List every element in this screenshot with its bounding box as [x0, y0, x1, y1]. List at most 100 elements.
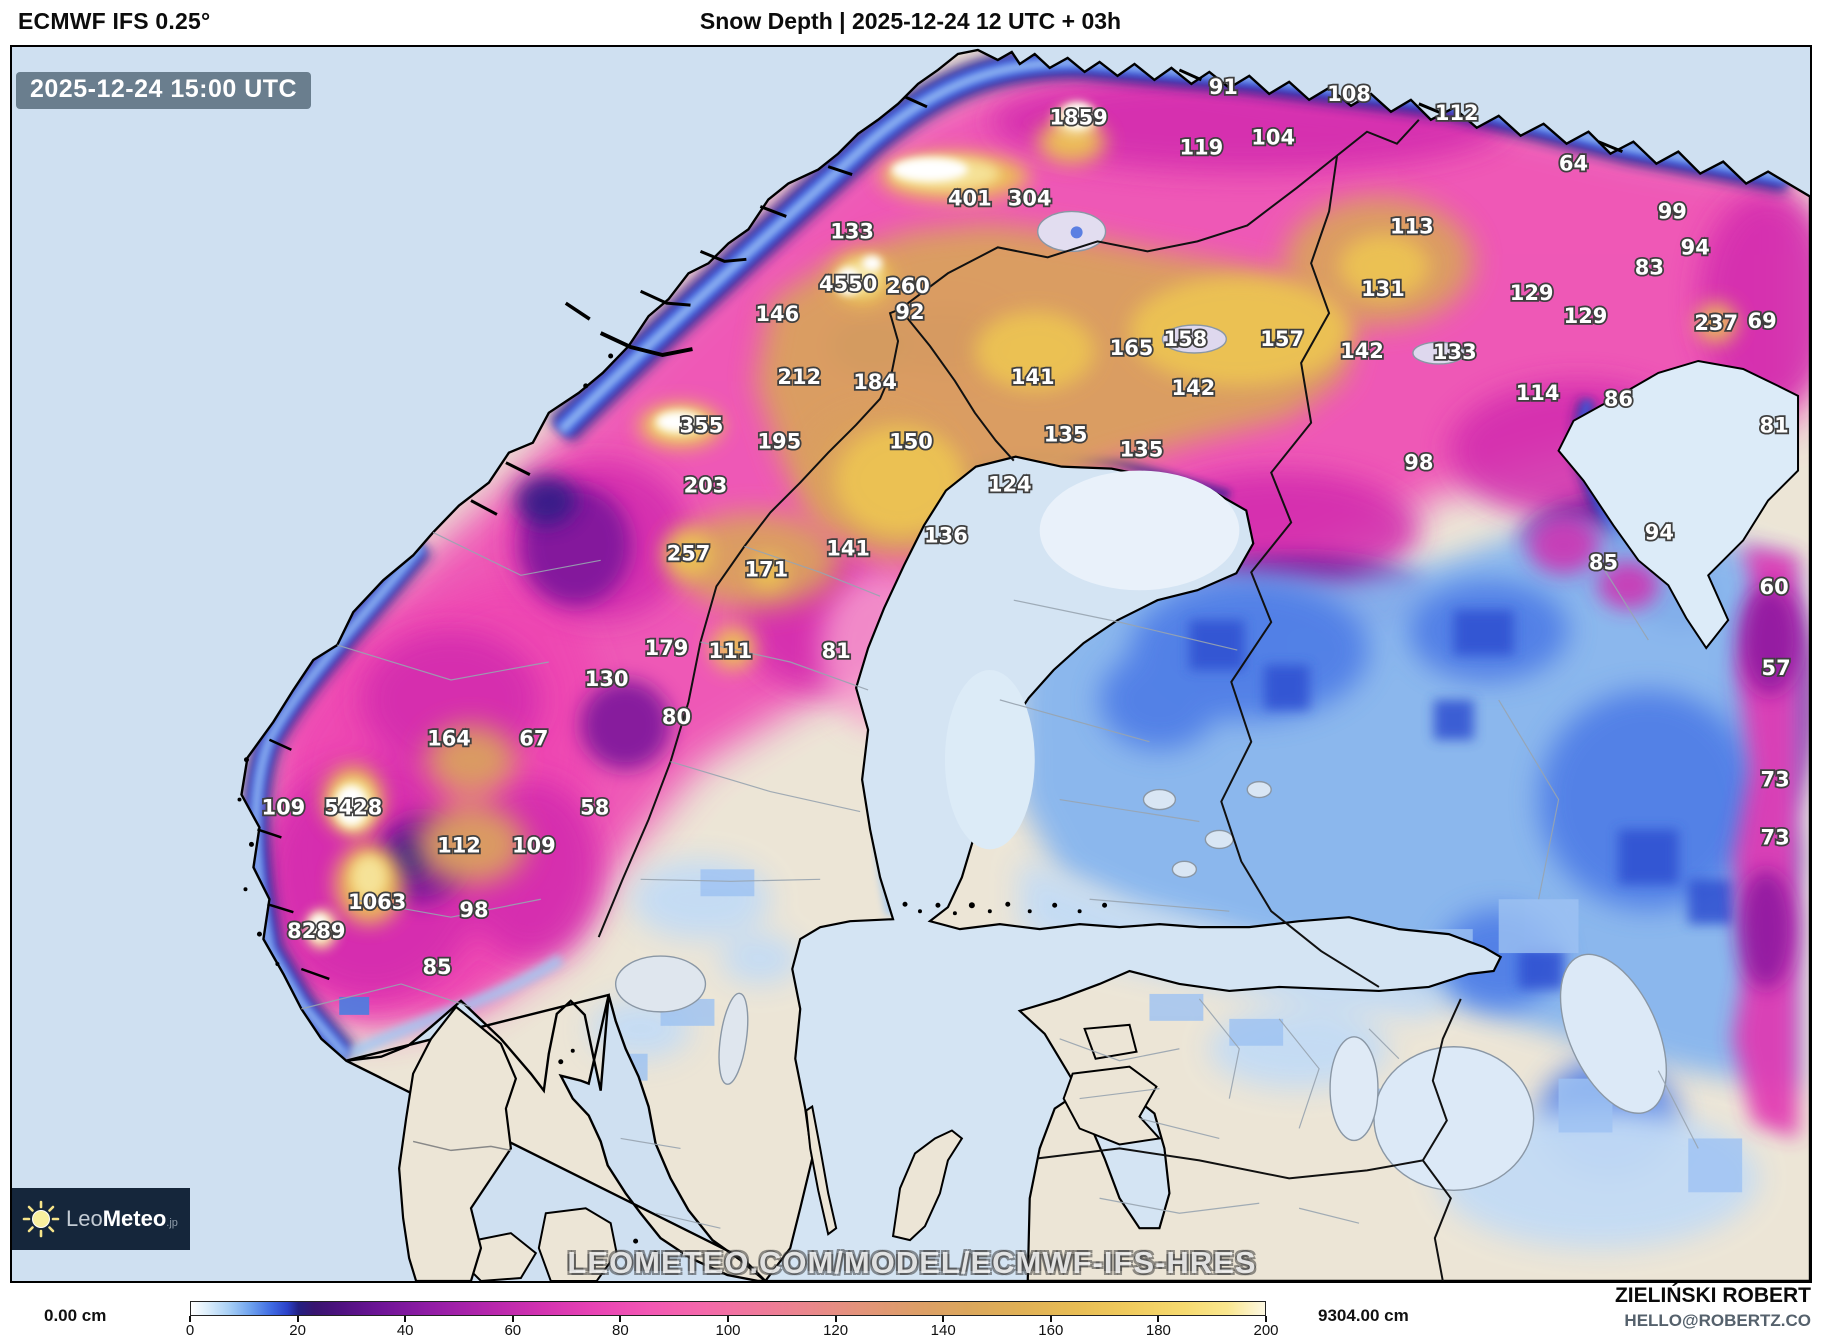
- snow-depth-label: 203: [684, 474, 728, 498]
- colorbar-tick-label: 120: [823, 1322, 849, 1338]
- snow-depth-label: 355: [680, 414, 724, 438]
- map-layers: 91 108 1859 112 104 119 64 401 304 99 133 113 94 83 26…: [12, 47, 1810, 1281]
- credit-email: HELLO@ROBERTZ.CO: [1624, 1311, 1811, 1330]
- snow-depth-label: 98: [1404, 451, 1433, 475]
- snow-depth-label: 133: [1433, 340, 1477, 364]
- snow-depth-label: 81: [822, 639, 851, 663]
- colorbar-tick-label: 100: [715, 1322, 741, 1338]
- lake-inari-deep: [1070, 226, 1083, 239]
- snow-depth-label: 58: [580, 796, 609, 820]
- snow-depth-label: 171: [744, 557, 788, 581]
- snow-depth-label: 111: [709, 639, 753, 663]
- fjords: [257, 68, 1623, 981]
- region-borders: [301, 531, 1699, 1229]
- snow-depth-label: 164: [427, 727, 471, 751]
- logo-brand: Meteo: [102, 1206, 167, 1231]
- lakes: [614, 210, 1668, 1191]
- snow-depth-label: 150: [889, 430, 933, 454]
- snow-depth-label: 112: [437, 833, 481, 857]
- colorbar-tick-label: 180: [1145, 1322, 1171, 1338]
- skerries: [237, 353, 1108, 1256]
- snow-depth-label: 179: [645, 636, 689, 660]
- map-area: 91 108 1859 112 104 119 64 401 304 99 133 113 94 83 26…: [10, 45, 1812, 1283]
- snow-depth-label: 112: [1435, 101, 1479, 125]
- snow-depth-label: 184: [853, 370, 897, 394]
- snow-depth-label: 5428: [324, 796, 382, 820]
- snow-depth-value-labels: 91 108 1859 112 104 119 64 401 304 99 133 113 94 83 26…: [260, 73, 1793, 981]
- snow-depth-label: 108: [1327, 82, 1371, 106]
- snow-depth-label: 4550: [819, 272, 877, 296]
- leometeo-logo: LeoMeteo.jp: [12, 1188, 190, 1250]
- colorbar-tick: [727, 1316, 729, 1322]
- timestamp-badge: 2025-12-24 15:00 UTC: [16, 72, 312, 109]
- colorbar-tick-label: 60: [504, 1322, 522, 1338]
- colorbar-tick: [1157, 1316, 1160, 1322]
- snow-depth-label: 69: [1748, 309, 1777, 333]
- colorbar-tick: [1049, 1316, 1052, 1322]
- colorbar-tick: [404, 1316, 407, 1322]
- colorbar-tick: [942, 1316, 945, 1322]
- colorbar-tick: [834, 1316, 837, 1322]
- snow-depth-label: 1859: [1049, 106, 1107, 130]
- colorbar-tick: [1265, 1316, 1267, 1322]
- snow-depth-label: 113: [1390, 214, 1434, 238]
- snow-depth-label: 157: [1260, 327, 1304, 351]
- logo-suffix: .jp: [166, 1217, 178, 1229]
- snow-depth-label: 83: [1635, 255, 1664, 279]
- snow-depth-label: 8289: [287, 919, 345, 943]
- snow-depth-label: 124: [988, 473, 1032, 497]
- snow-depth-label: 85: [1589, 550, 1618, 574]
- credit-name: ZIELIŃSKI ROBERT: [1614, 1284, 1811, 1307]
- snow-depth-label: 64: [1559, 152, 1588, 176]
- colorbar-tick-label: 80: [612, 1322, 629, 1338]
- snow-depth-label: 237: [1694, 311, 1738, 335]
- colorbar-tick-label: 200: [1253, 1322, 1279, 1338]
- snow-depth-label: 195: [757, 430, 801, 454]
- watermark: LEOMETEO.COM/MODEL/ECMWF-IFS-HRES: [567, 1245, 1257, 1280]
- snow-depth-label: 142: [1172, 376, 1216, 400]
- snow-depth-label: 129: [1564, 304, 1608, 328]
- snow-depth-label: 142: [1340, 339, 1384, 363]
- colorbar-min-label: 0.00 cm: [44, 1306, 107, 1325]
- snow-depth-label: 212: [777, 365, 821, 389]
- colorbar-tick-label: 40: [396, 1322, 414, 1338]
- snow-depth-label: 109: [512, 833, 556, 857]
- snow-depth-label: 260: [886, 274, 930, 298]
- model-label: ECMWF IFS 0.25°: [18, 8, 211, 34]
- colorbar: [190, 1301, 1266, 1316]
- page-title: Snow Depth | 2025-12-24 12 UTC + 03h: [699, 8, 1122, 34]
- colorbar-tick-label: 0: [185, 1322, 195, 1338]
- snow-depth-label: 129: [1510, 281, 1554, 305]
- snow-depth-label: 401: [948, 186, 992, 210]
- snow-depth-label: 73: [1760, 825, 1789, 849]
- snow-depth-label: 119: [1179, 136, 1223, 160]
- sun-icon: [22, 1200, 60, 1238]
- logo-text: LeoMeteo.jp: [66, 1206, 178, 1232]
- snow-depth-label: 114: [1516, 381, 1560, 405]
- snow-depth-label: 141: [1011, 365, 1055, 389]
- snow-depth-label: 60: [1760, 575, 1789, 599]
- snow-depth-label: 165: [1110, 336, 1154, 360]
- snow-depth-label: 133: [830, 219, 874, 243]
- colorbar-tick: [296, 1316, 299, 1322]
- snow-depth-label: 80: [662, 705, 691, 729]
- colorbar-tick: [619, 1316, 622, 1322]
- islands: [461, 1023, 1162, 1281]
- snow-depth-label: 304: [1008, 186, 1052, 210]
- snow-depth-label: 73: [1760, 768, 1789, 792]
- colorbar-max-label: 9304.00 cm: [1318, 1306, 1409, 1325]
- white-sea: [1557, 359, 1800, 650]
- country-borders: [597, 119, 1462, 1281]
- snow-depth-label: 98: [459, 898, 488, 922]
- snow-depth-label: 99: [1658, 199, 1687, 223]
- bothnian-sea: [944, 669, 1035, 850]
- snow-depth-label: 130: [585, 667, 629, 691]
- snow-depth-label: 146: [755, 302, 799, 326]
- limfjord: [412, 1140, 512, 1152]
- denmark: [398, 1005, 518, 1281]
- snow-depth-label: 85: [422, 955, 451, 979]
- snow-depth-label: 86: [1604, 387, 1633, 411]
- colorbar-tick: [511, 1316, 514, 1322]
- snow-depth-label: 109: [262, 796, 306, 820]
